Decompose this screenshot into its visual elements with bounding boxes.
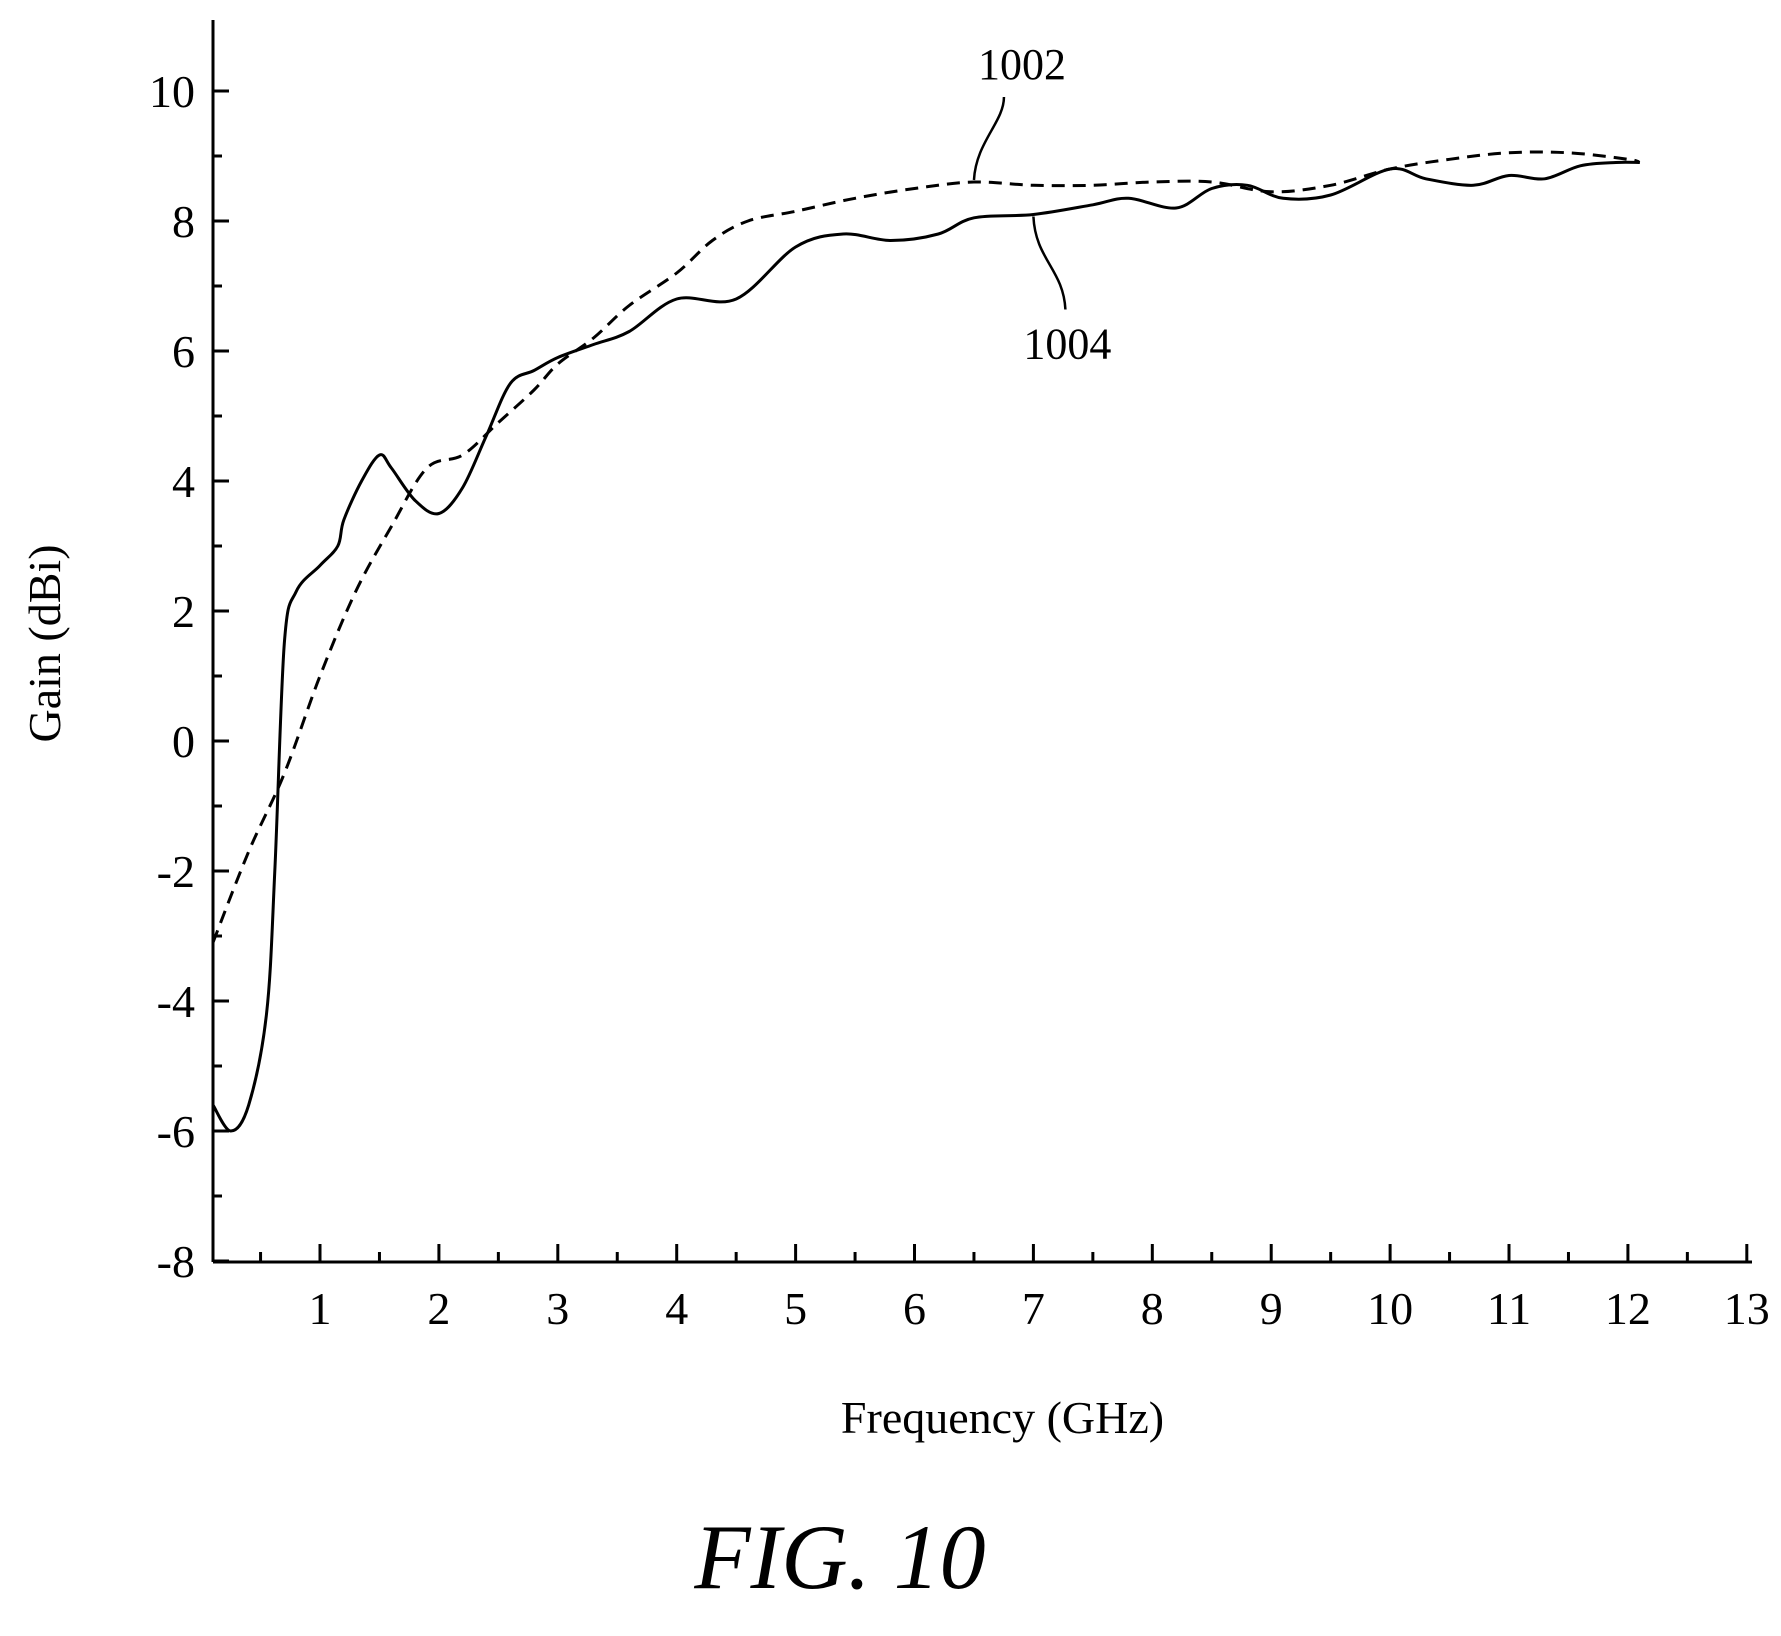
figure-caption: FIG. 10 — [693, 1506, 985, 1608]
x-tick-label: 4 — [665, 1283, 688, 1334]
y-axis-title: Gain (dBi) — [19, 544, 70, 742]
leader-line-1002 — [972, 96, 1006, 181]
y-tick-label: -2 — [157, 846, 195, 897]
x-tick-label: 7 — [1022, 1283, 1045, 1334]
x-tick-label: 1 — [309, 1283, 332, 1334]
series-line-1004 — [211, 160, 1640, 1133]
y-tick-label: -6 — [157, 1106, 195, 1157]
x-tick-label: 2 — [427, 1283, 450, 1334]
ref-label-1002: 1002 — [978, 40, 1066, 89]
annotations: 1002 1004 — [972, 40, 1111, 369]
y-tick-label: 4 — [172, 456, 195, 507]
x-tick-label: 6 — [903, 1283, 926, 1334]
y-tick-label: 0 — [172, 716, 195, 767]
x-tick-label: 8 — [1141, 1283, 1164, 1334]
y-tick-label: 2 — [172, 586, 195, 637]
x-axis-title: Frequency (GHz) — [841, 1392, 1164, 1443]
x-tick-label: 12 — [1605, 1283, 1651, 1334]
x-tick-label: 5 — [784, 1283, 807, 1334]
plot-lines — [211, 150, 1641, 1133]
x-tick-label: 9 — [1260, 1283, 1283, 1334]
y-tick-label: -4 — [157, 976, 195, 1027]
x-tick-label: 11 — [1487, 1283, 1531, 1334]
ref-label-1004: 1004 — [1023, 320, 1111, 369]
y-tick-label: 8 — [172, 196, 195, 247]
x-tick-label: 3 — [546, 1283, 569, 1334]
x-tick-label: 13 — [1724, 1283, 1770, 1334]
y-tick-label: 10 — [149, 66, 195, 117]
y-tick-label: 6 — [172, 326, 195, 377]
series-line-1002 — [211, 150, 1641, 944]
leader-line-1004 — [1032, 216, 1067, 310]
y-tick-label: -8 — [157, 1236, 195, 1287]
x-tick-label: 10 — [1367, 1283, 1413, 1334]
